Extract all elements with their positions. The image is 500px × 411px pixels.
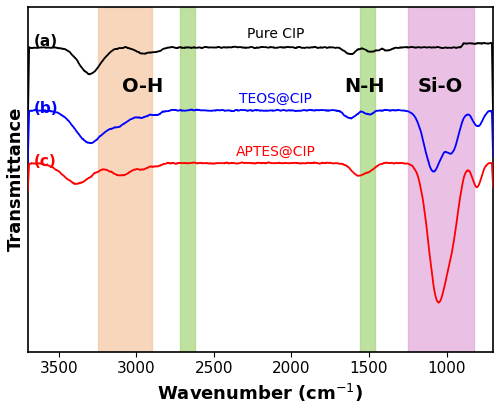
X-axis label: Wavenumber (cm$^{-1}$): Wavenumber (cm$^{-1}$): [158, 382, 364, 404]
Bar: [180, 7, 195, 352]
Text: N-H: N-H: [344, 76, 385, 95]
Text: APTES@CIP: APTES@CIP: [236, 145, 316, 159]
Text: TEOS@CIP: TEOS@CIP: [240, 92, 312, 106]
Text: O-H: O-H: [122, 76, 164, 95]
Y-axis label: Transmittance: Transmittance: [7, 107, 25, 252]
Bar: [98, 7, 152, 352]
Text: Si-O: Si-O: [418, 76, 463, 95]
Text: (a): (a): [34, 34, 58, 49]
Text: Pure CIP: Pure CIP: [247, 28, 304, 42]
Bar: [408, 7, 474, 352]
Bar: [360, 7, 375, 352]
Text: (c): (c): [34, 154, 56, 169]
Text: (b): (b): [34, 101, 58, 116]
